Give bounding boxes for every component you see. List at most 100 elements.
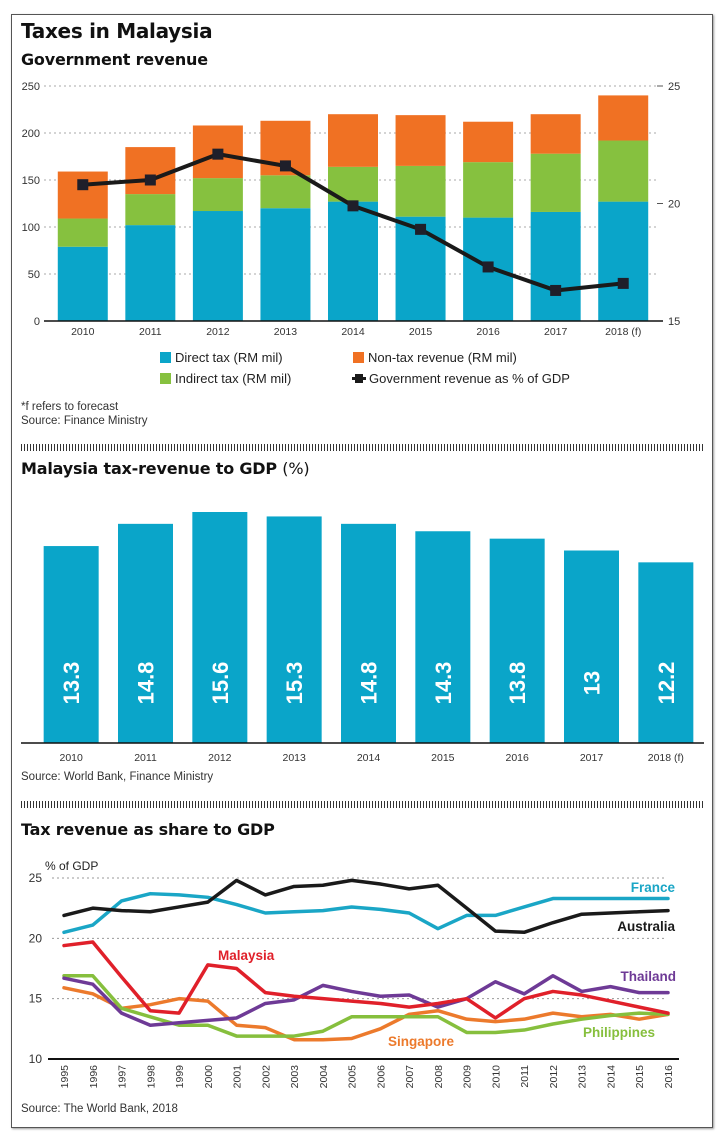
bar-segment-nontax: [125, 147, 176, 195]
bar-segment-nontax: [328, 114, 378, 167]
series-label-france: France: [631, 880, 676, 895]
y-right-tick-label: 25: [668, 81, 680, 93]
x-tick-label: 2004: [318, 1065, 330, 1089]
series-label-singapore: Singapore: [388, 1034, 455, 1049]
bar: [266, 516, 322, 743]
bar: [43, 546, 99, 743]
x-tick-label: 2007: [404, 1065, 416, 1089]
bar-segment-direct: [598, 201, 649, 321]
bar-value-label: 14.8: [134, 662, 159, 705]
source-chart3: Source: The World Bank, 2018: [21, 1103, 178, 1115]
x-tick-label: 1998: [145, 1065, 157, 1089]
x-tick-label: 1999: [174, 1065, 186, 1089]
x-tick-label: 2014: [605, 1065, 617, 1089]
bar-value-label: 14.3: [431, 662, 456, 705]
x-tick-label: 2010: [59, 752, 83, 764]
bar-segment-indirect: [598, 140, 649, 202]
gdp-line-marker: [279, 160, 291, 172]
x-tick-label: 2017: [544, 326, 568, 338]
y-left-tick-label: 100: [22, 222, 40, 234]
y-tick-label: 25: [29, 871, 43, 885]
malaysia-tax-revenue-chart: 13.3 2010 14.8 2011 15.6 2012 15.3 2013 14.8 2014…: [21, 512, 704, 764]
x-tick-label: 2012: [548, 1065, 560, 1089]
series-label-thailand: Thailand: [620, 969, 676, 984]
series-line-australia: [62, 878, 670, 935]
bar-segment-indirect: [125, 194, 176, 226]
legend-line-marker-icon: [352, 373, 366, 384]
section-title-government-revenue: Government revenue: [21, 50, 208, 69]
x-tick-label: 2011: [134, 752, 157, 764]
x-tick-label: 2006: [375, 1065, 387, 1089]
bar-value-label: 14.8: [357, 662, 382, 705]
bar-segment-indirect: [463, 162, 514, 218]
series-label-malaysia: Malaysia: [218, 948, 275, 963]
x-tick-label: 2005: [347, 1065, 359, 1089]
x-tick-label: 2012: [208, 752, 232, 764]
section-divider: [21, 801, 703, 808]
y-left-tick-label: 150: [22, 175, 40, 187]
bar-value-label: 13.3: [59, 662, 84, 705]
bar: [489, 538, 545, 743]
bar-segment-direct: [328, 201, 378, 321]
y-right-tick-label: 15: [668, 316, 680, 328]
page-title: Taxes in Malaysia: [21, 19, 213, 43]
x-tick-label: 2013: [274, 326, 298, 338]
gdp-line-marker: [77, 179, 89, 191]
bar: [638, 562, 694, 743]
series-line-thailand: [62, 973, 670, 1027]
bar-segment-nontax: [530, 114, 581, 154]
series-label-philippines: Philippines: [583, 1025, 655, 1040]
gdp-line-marker: [617, 277, 629, 289]
legend-swatch-nontax: [353, 352, 364, 363]
bar-segment-indirect: [530, 153, 581, 212]
bar-segment-indirect: [192, 178, 243, 212]
x-tick-label: 2018 (f): [605, 326, 641, 338]
section-title-tax-revenue-gdp: Malaysia tax-revenue to GDP (%): [21, 459, 310, 478]
bar: [192, 512, 248, 743]
gdp-line-marker: [415, 223, 427, 235]
section-divider: [21, 444, 703, 451]
legend-swatch-direct: [160, 352, 171, 363]
gdp-line-marker: [212, 148, 224, 160]
x-tick-label: 2010: [490, 1065, 502, 1089]
gdp-line-marker: [144, 174, 156, 186]
bar: [341, 523, 396, 743]
x-tick-label: 2014: [341, 326, 365, 338]
section2-title-text: Malaysia tax-revenue to GDP: [21, 459, 277, 478]
bar-segment-direct: [260, 208, 311, 321]
y-left-tick-label: 50: [28, 269, 40, 281]
section-title-tax-share: Tax revenue as share to GDP: [21, 820, 275, 839]
bar-segment-nontax: [598, 95, 649, 141]
x-tick-label: 2017: [580, 752, 604, 764]
forecast-note: *f refers to forecast: [21, 401, 119, 413]
bar-segment-direct: [125, 225, 176, 321]
bar-segment-direct: [57, 246, 108, 321]
x-tick-label: 2018 (f): [648, 752, 684, 764]
bar-segment-nontax: [463, 121, 514, 163]
x-tick-label: 2013: [577, 1065, 589, 1089]
x-tick-label: 2015: [431, 752, 455, 764]
bar-value-label: 13: [580, 671, 605, 695]
x-tick-label: 2000: [203, 1065, 215, 1089]
bar-segment-direct: [192, 211, 243, 321]
bar-value-label: 15.6: [208, 662, 233, 705]
series-line-philippines: [62, 973, 670, 1038]
y-tick-label: 15: [29, 992, 43, 1006]
y-tick-label: 20: [29, 931, 43, 945]
x-tick-label: 2014: [357, 752, 381, 764]
series-line-france: [62, 891, 670, 935]
y-tick-label: 10: [29, 1052, 43, 1066]
x-tick-label: 1996: [88, 1065, 100, 1089]
series-line-malaysia: [62, 940, 670, 1020]
bar: [564, 550, 619, 743]
x-tick-label: 2016: [505, 752, 529, 764]
legend-label-gdp: Government revenue as % of GDP: [369, 371, 570, 386]
source-chart2: Source: World Bank, Finance Ministry: [21, 771, 214, 783]
x-tick-label: 1997: [117, 1065, 129, 1089]
bar: [415, 531, 471, 743]
x-tick-label: 2003: [289, 1065, 301, 1089]
x-tick-label: 2012: [206, 326, 230, 338]
x-tick-label: 1995: [59, 1065, 71, 1089]
y-right-tick-label: 20: [668, 199, 680, 211]
y-left-tick-label: 250: [22, 81, 40, 93]
